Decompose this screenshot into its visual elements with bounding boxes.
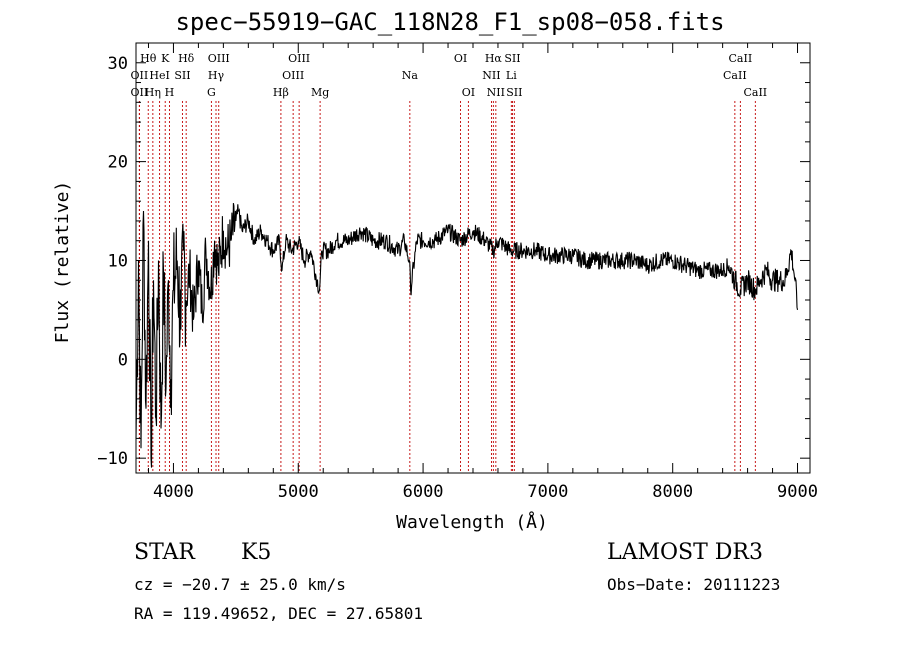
y-axis-label: Flux (relative) bbox=[52, 181, 73, 344]
x-axis-label: Wavelength (Å) bbox=[396, 511, 548, 533]
line-marker-label: OII bbox=[131, 69, 149, 82]
y-tick-label: 0 bbox=[118, 350, 128, 370]
survey-name: LAMOST DR3 bbox=[607, 540, 763, 565]
y-tick-label: 10 bbox=[108, 251, 128, 271]
x-tick-label: 5000 bbox=[278, 482, 319, 502]
line-marker-label: CaII bbox=[729, 52, 753, 65]
line-marker-label: Na bbox=[402, 69, 419, 82]
plot-frame bbox=[135, 42, 811, 474]
y-axis: −10 0 10 20 30 bbox=[97, 54, 810, 469]
coordinates: RA = 119.49652, DEC = 27.65801 bbox=[134, 604, 423, 623]
object-subclass: K5 bbox=[241, 540, 272, 565]
y-tick-label: −10 bbox=[97, 449, 128, 469]
x-tick-label: 4000 bbox=[153, 482, 194, 502]
line-markers: OII OII Hθ Hη HeI K H SII Hδ G Hγ OIII Hβ OIII OIII Mg N… bbox=[131, 52, 767, 473]
y-tick-label: 30 bbox=[108, 54, 128, 74]
line-marker-label: Hγ bbox=[208, 69, 225, 82]
line-marker-label: G bbox=[207, 86, 216, 99]
line-marker-label: OIII bbox=[282, 69, 304, 82]
x-tick-label: 6000 bbox=[403, 482, 444, 502]
line-marker-label: Li bbox=[506, 69, 517, 82]
obs-date: Obs−Date: 20111223 bbox=[607, 575, 781, 594]
line-marker-label: Hα bbox=[485, 52, 503, 65]
line-marker-label: OIII bbox=[288, 52, 310, 65]
line-marker-label: Mg bbox=[311, 86, 329, 99]
redshift-readout: cz = −20.7 ± 25.0 km/s bbox=[134, 575, 346, 594]
line-marker-label: NII bbox=[482, 69, 500, 82]
x-axis: 4000 5000 6000 7000 8000 9000 bbox=[147, 43, 818, 502]
line-marker-label: Hθ bbox=[140, 52, 157, 65]
line-marker-label: SII bbox=[504, 52, 520, 65]
line-marker-label: SII bbox=[506, 86, 522, 99]
spectrum-line bbox=[135, 203, 799, 468]
line-marker-label: SII bbox=[174, 69, 190, 82]
line-marker-label: K bbox=[161, 52, 170, 65]
x-tick-label: 7000 bbox=[527, 482, 568, 502]
line-marker-label: CaII bbox=[723, 69, 747, 82]
x-tick-label: 9000 bbox=[777, 482, 818, 502]
line-marker-label: H bbox=[165, 86, 175, 99]
line-marker-label: NII bbox=[487, 86, 505, 99]
line-marker-label: Hη bbox=[145, 86, 161, 99]
line-marker-label: OII bbox=[131, 86, 149, 99]
chart-title: spec−55919−GAC_118N28_F1_sp08−058.fits bbox=[175, 8, 725, 36]
object-class: STAR bbox=[134, 540, 195, 565]
line-marker-label: HeI bbox=[149, 69, 169, 82]
line-marker-label: Hδ bbox=[178, 52, 195, 65]
line-marker-label: OIII bbox=[208, 52, 230, 65]
line-marker-label: OI bbox=[454, 52, 467, 65]
x-tick-label: 8000 bbox=[652, 482, 693, 502]
line-marker-label: CaII bbox=[743, 86, 767, 99]
line-marker-label: OI bbox=[462, 86, 475, 99]
y-tick-label: 20 bbox=[108, 153, 128, 173]
line-marker-label: Hβ bbox=[273, 86, 289, 99]
